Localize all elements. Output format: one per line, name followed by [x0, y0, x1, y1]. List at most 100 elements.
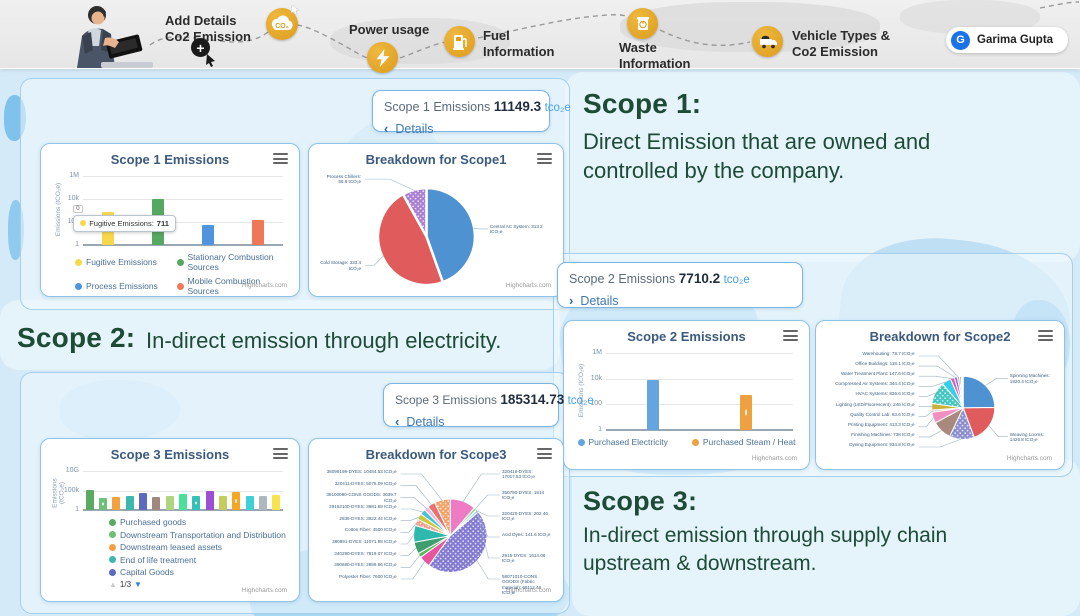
bar-Mobile Combustion Sources[interactable] — [252, 219, 264, 245]
fuel-pump-icon[interactable] — [444, 26, 475, 57]
scope2-summary-line: Scope 2 Emissions 7710.2 tco₂e — [569, 271, 791, 286]
pie-label: 320411-DYES: 5075.09 tCO₂e — [334, 480, 397, 486]
legend-dot — [577, 438, 585, 446]
bar-Purchased Steam / Heat[interactable] — [740, 394, 753, 430]
step-fuel-line2: Information — [483, 44, 555, 59]
pie-label-connector — [400, 554, 421, 568]
map-blob — [620, 2, 880, 52]
legend-dot — [691, 438, 699, 446]
scope1-details-label: Details — [395, 121, 434, 136]
legend-label: Purchased goods — [120, 517, 187, 527]
chart-title: Breakdown for Scope3 — [365, 447, 507, 462]
pie-slice-Process Chillers[interactable] — [401, 186, 428, 242]
highcharts-credits[interactable]: Highcharts.com — [241, 587, 287, 594]
bar-End of life treatment[interactable] — [125, 496, 134, 510]
pie-slice-38099199-DYES[interactable] — [434, 498, 451, 536]
pie-label: 2836-DYES: 3922.44 tCO₂e — [339, 515, 397, 521]
y-axis-tick: 1M — [69, 172, 79, 179]
y-axis-tick: 10k — [590, 374, 602, 382]
pie-slice-Spinning Machines[interactable] — [962, 375, 996, 409]
bar-series-13[interactable] — [245, 495, 254, 510]
legend-label: Purchased Steam / Heat — [702, 437, 796, 447]
pie-label: HVAC Systems: 836.6 tCO₂e — [855, 391, 915, 397]
scope2-heading: Scope 2: — [17, 322, 136, 353]
bar-Process Emissions[interactable] — [202, 224, 214, 245]
bar-Purchased Electricity[interactable] — [646, 379, 659, 430]
chevron-left-icon: ‹ — [395, 414, 400, 429]
bar-Downstream leased assets[interactable] — [112, 497, 121, 510]
scope1-summary-title: Scope 1 Emissions — [384, 100, 491, 114]
pie-slice-slice-15[interactable] — [961, 375, 964, 408]
scope3-details-link[interactable]: ‹ Details — [395, 414, 547, 429]
legend-item-Purchased Steam / Heat[interactable]: Purchased Steam / Heat — [691, 437, 796, 447]
lightning-icon[interactable] — [367, 42, 398, 73]
legend-item-Purchased goods[interactable]: Purchased goods — [109, 517, 291, 527]
highcharts-credits[interactable]: Highcharts.com — [1006, 455, 1052, 462]
bar-series-11[interactable] — [218, 495, 228, 510]
bar-Capital Goods[interactable] — [138, 492, 148, 510]
bar-series-12[interactable] — [232, 492, 241, 510]
step-fuel-information: Fuel Information — [483, 28, 555, 60]
legend-item-Downstream leased assets[interactable]: Downstream leased assets — [109, 542, 291, 552]
scope1-details-link[interactable]: ‹ Details — [384, 121, 538, 136]
pie-label: 38099199-DYES: 10484.53 tCO₂e — [326, 469, 397, 474]
bar-series-8[interactable] — [178, 494, 188, 510]
pie-label: 320416-DYES: 17017.53 tCO₂e — [501, 469, 535, 480]
bar-Purchased goods[interactable] — [85, 489, 94, 510]
legend-page-up-icon[interactable]: ▲ — [109, 579, 117, 589]
step-add-details-line2: Co2 Emission — [165, 29, 251, 44]
bar-series-15[interactable] — [272, 495, 281, 510]
y-axis-tick: 1M — [592, 349, 602, 356]
bar-series-14[interactable] — [258, 495, 268, 510]
bar-series-6[interactable] — [152, 496, 161, 510]
pie-chart — [918, 355, 1008, 448]
chart-menu-icon[interactable] — [1038, 330, 1053, 344]
pie-slice-Cold Storage[interactable] — [376, 192, 445, 287]
legend-item-Capital Goods[interactable]: Capital Goods — [109, 567, 291, 577]
legend-item-Process Emissions[interactable]: Process Emissions — [75, 276, 177, 296]
highcharts-credits[interactable]: Highcharts.com — [241, 282, 287, 289]
legend-item-Mobile Combustion Sources[interactable]: Mobile Combustion Sources — [176, 276, 279, 296]
y-axis-tick: 10k — [67, 195, 79, 202]
legend-page-down-icon[interactable]: ▼ — [134, 579, 142, 589]
bar-Downstream Transportation and Distribution[interactable] — [98, 497, 108, 510]
chart-menu-icon[interactable] — [273, 153, 288, 167]
legend-item-Purchased Electricity[interactable]: Purchased Electricity — [577, 437, 668, 447]
add-details-plus-icon[interactable]: + — [191, 38, 210, 57]
header-stepper-bar: Add Details Co2 Emission + CO₂ Power usa… — [0, 0, 1080, 73]
legend-item-End of life treatment[interactable]: End of life treatment — [109, 555, 291, 565]
chart-menu-icon[interactable] — [537, 153, 552, 167]
bar-series-7[interactable] — [165, 496, 174, 510]
user-chip[interactable]: G Garima Gupta — [946, 27, 1068, 53]
scope2-summary-unit: tco₂e — [723, 274, 750, 286]
legend-item-Downstream Transportation and Distribution[interactable]: Downstream Transportation and Distributi… — [109, 530, 291, 540]
highcharts-credits[interactable]: Highcharts.com — [505, 282, 551, 289]
scope2-bar-card: Scope 2 Emissions 1M 10k 100 1 Emissions (tC… — [563, 320, 810, 470]
pie-label: Spinning Machines: 1820.4 tCO₂e — [1009, 373, 1050, 384]
scope2-details-link[interactable]: › Details — [569, 293, 791, 308]
scope3-pie-card: Breakdown for Scope3 38099199-DYES: 1048… — [308, 438, 564, 602]
pie-label-connector — [476, 560, 500, 580]
truck-icon[interactable] — [752, 26, 783, 57]
chart-menu-icon[interactable] — [783, 330, 798, 344]
scope2-pie-chart: Warehousing: 78.7 tCO₂e Office Buildings:… — [824, 347, 1056, 464]
chart-title: Scope 2 Emissions — [627, 329, 746, 344]
waste-bin-icon[interactable] — [627, 8, 658, 39]
pie-label: Central AC System: 313.2 tCO₂e — [489, 223, 543, 235]
light-zone — [572, 458, 1080, 616]
gridline — [83, 490, 283, 492]
pie-label-connector — [365, 255, 384, 266]
legend-item-Fugitive Emissions[interactable]: Fugitive Emissions — [75, 252, 177, 272]
highcharts-credits[interactable]: Highcharts.com — [751, 455, 797, 462]
bar-series-9[interactable] — [192, 496, 201, 510]
chart-title: Breakdown for Scope1 — [365, 152, 507, 167]
legend-item-Stationary Combustion Sources[interactable]: Stationary Combustion Sources — [176, 252, 279, 272]
chart-menu-icon[interactable] — [537, 448, 552, 462]
highcharts-credits[interactable]: Highcharts.com — [505, 587, 551, 594]
bar-series-10[interactable] — [205, 491, 214, 510]
chart-title: Breakdown for Scope2 — [869, 329, 1011, 344]
scope1-summary-line: Scope 1 Emissions 11149.3 tco₂e — [384, 99, 571, 114]
chart-menu-icon[interactable] — [273, 448, 288, 462]
co2-cloud-icon[interactable]: CO₂ — [266, 5, 300, 40]
pie-label-connector — [918, 355, 959, 378]
